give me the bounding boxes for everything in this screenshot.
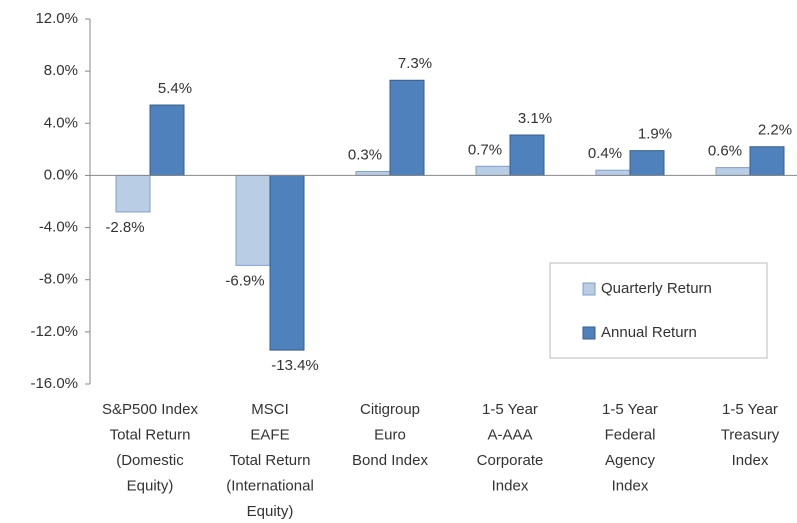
value-label: 5.4%: [158, 80, 192, 97]
bar: [595, 169, 631, 176]
value-label: 1.9%: [638, 126, 672, 143]
legend-swatch: [582, 326, 596, 340]
x-tick-label: Citigroup: [360, 401, 420, 418]
x-tick-label: Index: [732, 452, 769, 469]
value-label: 0.7%: [468, 141, 502, 158]
x-tick-label: Equity): [247, 503, 294, 520]
value-label: 2.2%: [758, 122, 792, 139]
x-tick-label: (Domestic: [116, 452, 184, 469]
legend-swatch: [582, 282, 596, 296]
y-tick-label: -8.0%: [39, 271, 78, 288]
value-label: 0.3%: [348, 146, 382, 163]
y-tick-label: 12.0%: [35, 10, 78, 27]
bar: [749, 146, 785, 176]
value-label: 0.4%: [588, 145, 622, 162]
value-label: -13.4%: [271, 357, 319, 374]
bar: [715, 167, 751, 176]
value-label: 7.3%: [398, 55, 432, 72]
bar: [475, 165, 511, 176]
x-tick-label: Euro: [374, 426, 406, 443]
value-label: 3.1%: [518, 110, 552, 127]
y-tick-label: -16.0%: [30, 375, 78, 392]
x-tick-label: MSCI: [251, 401, 289, 418]
x-tick-label: Equity): [127, 477, 174, 494]
x-tick-label: 1-5 Year: [722, 401, 778, 418]
legend-label: Annual Return: [601, 324, 697, 341]
x-tick-label: S&P500 Index: [102, 401, 198, 418]
bar: [509, 134, 545, 176]
y-tick-label: 0.0%: [44, 166, 78, 183]
value-label: -2.8%: [105, 219, 144, 236]
y-tick-label: -12.0%: [30, 323, 78, 340]
x-tick-label: Federal: [605, 426, 656, 443]
x-tick-label: 1-5 Year: [602, 401, 658, 418]
value-label: -6.9%: [225, 272, 264, 289]
x-tick-label: Total Return: [230, 452, 311, 469]
bar: [629, 150, 665, 176]
bar: [235, 174, 271, 266]
x-tick-label: Index: [612, 477, 649, 494]
x-tick-label: Treasury: [721, 426, 780, 443]
y-tick-label: -4.0%: [39, 219, 78, 236]
x-tick-label: Bond Index: [352, 452, 428, 469]
bar: [355, 171, 391, 176]
value-label: 0.6%: [708, 143, 742, 160]
bar: [115, 174, 151, 213]
x-tick-label: Corporate: [477, 452, 544, 469]
x-tick-label: A-AAA: [487, 426, 532, 443]
bar: [149, 104, 185, 176]
legend-label: Quarterly Return: [601, 280, 712, 297]
x-tick-label: Index: [492, 477, 529, 494]
bar: [269, 174, 305, 351]
x-tick-label: Total Return: [110, 426, 191, 443]
legend-box: [549, 262, 768, 359]
x-tick-label: (International: [226, 477, 314, 494]
bar: [389, 79, 425, 176]
y-tick-label: 8.0%: [44, 62, 78, 79]
x-tick-label: Agency: [605, 452, 656, 469]
x-tick-label: EAFE: [250, 426, 289, 443]
x-tick-label: 1-5 Year: [482, 401, 538, 418]
y-tick-label: 4.0%: [44, 114, 78, 131]
